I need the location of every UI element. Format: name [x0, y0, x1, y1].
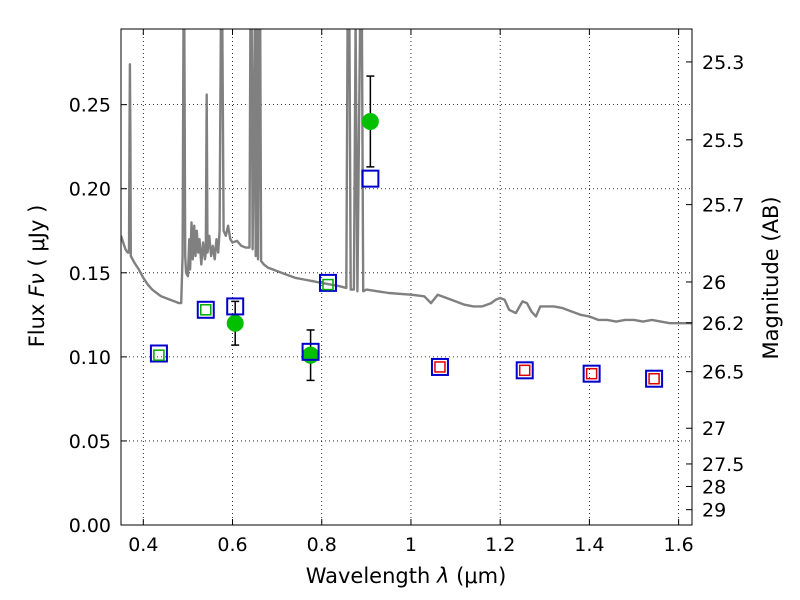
- model-square-blue: [226, 297, 245, 316]
- model-square-blue: [430, 357, 449, 376]
- model-square-blue: [515, 361, 534, 380]
- x-tick-label: 1.6: [664, 534, 694, 556]
- model-square-blue: [361, 169, 380, 188]
- model-square-inner: [434, 361, 446, 373]
- model-square-blue: [196, 300, 215, 319]
- y-axis-label: Flux Fν ( μJy ): [25, 205, 49, 348]
- spectrum-layer: [121, 29, 692, 325]
- right-tick-label: 25.5: [702, 130, 744, 152]
- y-tick-label: 0.20: [69, 179, 111, 201]
- right-tick-label: 26.2: [702, 313, 744, 335]
- model-square-inner: [322, 278, 334, 291]
- y-tick-label: 0.10: [69, 347, 111, 369]
- x-tick-label: 1: [405, 534, 417, 556]
- x-tick-label: 0.4: [128, 534, 158, 556]
- right-tick-label: 28: [702, 476, 726, 498]
- model-square-blue: [582, 364, 601, 383]
- y-tick-label: 0.15: [69, 263, 111, 285]
- observed-point: [361, 112, 379, 130]
- y-tick-label: 0.25: [69, 95, 111, 117]
- model-square-inner: [153, 349, 165, 361]
- spectrum-line: [121, 29, 692, 325]
- model-square-blue: [301, 342, 320, 361]
- x-axis-label: Wavelength λ (μm): [306, 564, 507, 588]
- plot-frame: [120, 28, 693, 526]
- observed-point: [226, 314, 244, 332]
- model-square-blue: [645, 369, 664, 388]
- right-tick-label: 27.5: [702, 454, 744, 476]
- plot-background: [121, 29, 692, 525]
- model-square-blue: [149, 344, 168, 363]
- right-tick-label: 26.5: [702, 362, 744, 384]
- right-tick-label: 25.3: [702, 52, 744, 74]
- x-tick-label: 1.4: [574, 534, 604, 556]
- plot-area: [121, 29, 692, 388]
- x-tick-label: 0.8: [307, 534, 337, 556]
- model-square-inner: [518, 364, 531, 377]
- right-tick-label: 26: [702, 272, 726, 294]
- x-tick-label: 1.2: [485, 534, 515, 556]
- x-tick-label: 0.6: [217, 534, 247, 556]
- right-tick-label: 29: [702, 500, 726, 522]
- model-square-inner: [585, 367, 598, 380]
- right-tick-label: 25.7: [702, 195, 744, 217]
- model-square-blue: [318, 273, 337, 292]
- y-tick-label: 0.00: [69, 515, 111, 537]
- model-square-inner: [648, 372, 660, 385]
- model-square-inner: [200, 304, 212, 316]
- right-axis-label: Magnitude (AB): [759, 196, 783, 359]
- ticks: 0.4 0.6 0.8 1 1.2 1.4 1.6 0.00 0.05 0.10 0.15 0.20 0…: [69, 29, 744, 556]
- y-tick-label: 0.05: [69, 431, 111, 453]
- markers-layer: [149, 75, 664, 388]
- right-tick-label: 27: [702, 418, 726, 440]
